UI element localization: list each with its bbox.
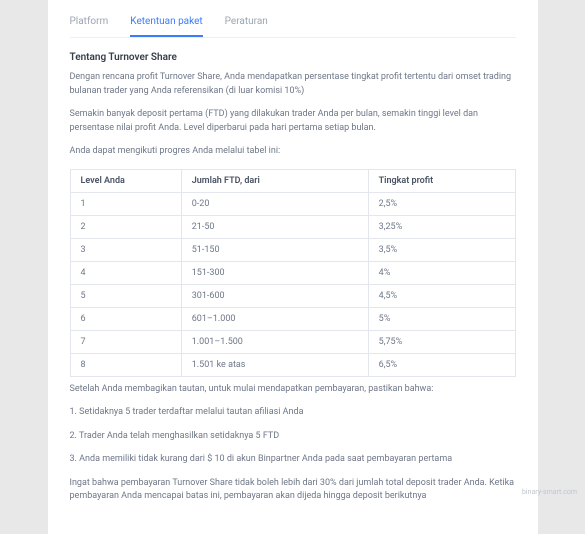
header-level: Level Anda [70,169,181,192]
table-cell: 3 [70,238,181,261]
table-cell: 6,5% [368,353,515,376]
table-row: 71.001–1.5005,75% [70,330,515,353]
table-cell: 1 [70,192,181,215]
table-cell: 2 [70,215,181,238]
section-title: Tentang Turnover Share [70,52,516,63]
table-row: 221-503,25% [70,215,515,238]
table-cell: 21-50 [181,215,368,238]
table-cell: 1.001–1.500 [181,330,368,353]
table-cell: 5,75% [368,330,515,353]
table-cell: 6 [70,307,181,330]
watermark: binary-smart.com [522,488,577,496]
table-cell: 4% [368,261,515,284]
profit-table: Level Anda Jumlah FTD, dari Tingkat prof… [70,169,516,377]
table-cell: 4,5% [368,284,515,307]
paragraph-after-5: Ingat bahwa pembayaran Turnover Share ti… [70,477,516,504]
table-row: 81.501 ke atas6,5% [70,353,515,376]
paragraph-after-3: 2. Trader Anda telah menghasilkan setida… [70,430,516,444]
table-cell: 151-300 [181,261,368,284]
table-cell: 4 [70,261,181,284]
table-cell: 5% [368,307,515,330]
paragraph-intro-3: Anda dapat mengikuti progres Anda melalu… [70,145,516,159]
table-row: 4151-3004% [70,261,515,284]
table-cell: 601–1.000 [181,307,368,330]
table-cell: 0-20 [181,192,368,215]
table-header-row: Level Anda Jumlah FTD, dari Tingkat prof… [70,169,515,192]
table-row: 5301-6004,5% [70,284,515,307]
paragraph-after-1: Setelah Anda membagikan tautan, untuk mu… [70,383,516,397]
paragraph-intro-1: Dengan rencana profit Turnover Share, An… [70,71,516,98]
paragraph-after-2: 1. Setidaknya 5 trader terdaftar melalui… [70,406,516,420]
paragraph-after-4: 3. Anda memiliki tidak kurang dari $ 10 … [70,453,516,467]
table-cell: 51-150 [181,238,368,261]
table-body: 10-202,5%221-503,25%351-1503,5%4151-3004… [70,192,515,376]
page-container: Platform Ketentuan paket Peraturan Tenta… [48,0,538,534]
table-cell: 8 [70,353,181,376]
table-cell: 5 [70,284,181,307]
paragraph-intro-2: Semakin banyak deposit pertama (FTD) yan… [70,108,516,135]
tab-platform[interactable]: Platform [70,10,109,37]
table-cell: 301-600 [181,284,368,307]
table-row: 351-1503,5% [70,238,515,261]
tab-peraturan[interactable]: Peraturan [225,10,268,37]
table-cell: 7 [70,330,181,353]
tabs-nav: Platform Ketentuan paket Peraturan [70,10,516,38]
table-cell: 3,5% [368,238,515,261]
table-row: 6601–1.0005% [70,307,515,330]
table-row: 10-202,5% [70,192,515,215]
table-cell: 2,5% [368,192,515,215]
table-cell: 3,25% [368,215,515,238]
tab-ketentuan-paket[interactable]: Ketentuan paket [130,10,202,37]
table-cell: 1.501 ke atas [181,353,368,376]
header-profit: Tingkat profit [368,169,515,192]
header-ftd: Jumlah FTD, dari [181,169,368,192]
